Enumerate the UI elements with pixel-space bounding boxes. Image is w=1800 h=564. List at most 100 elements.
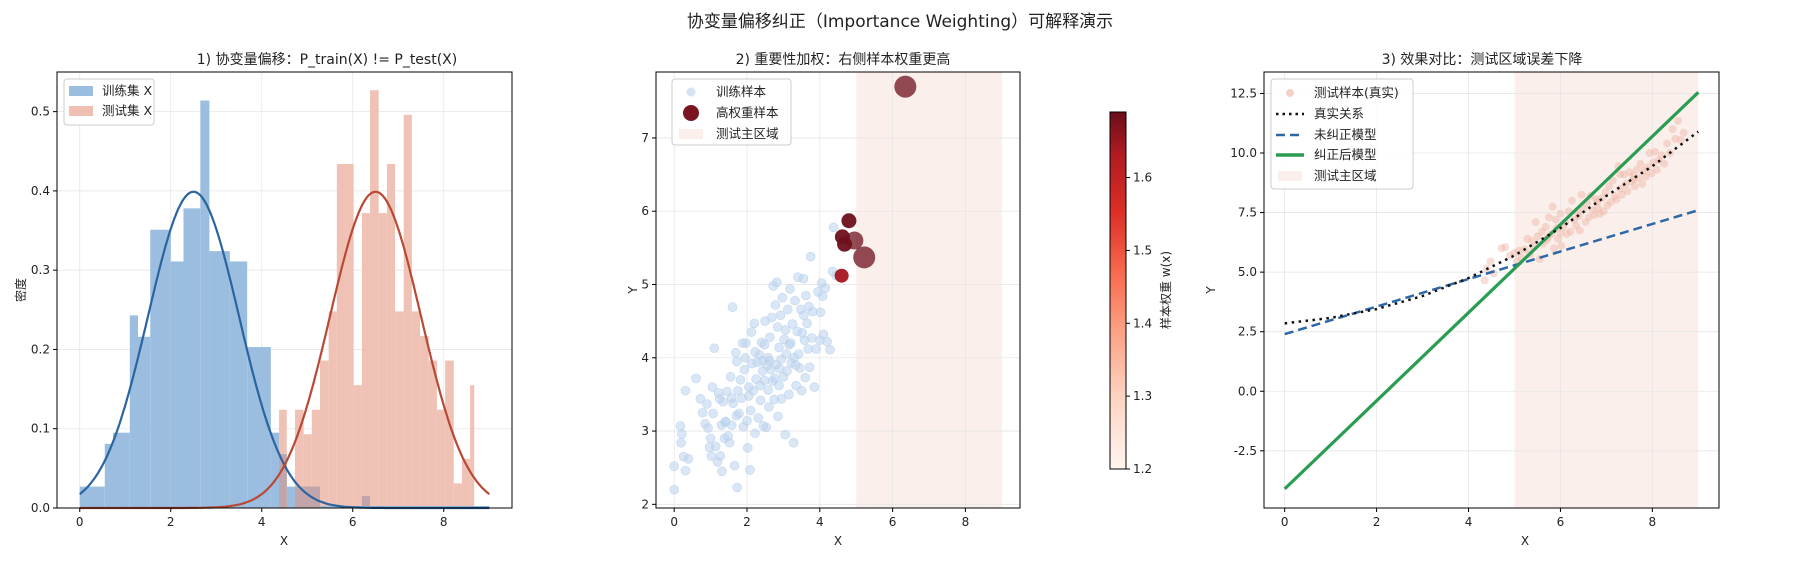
train-sample-point [815,307,826,318]
legend-label-true: 真实关系 [1314,106,1364,121]
y-tick-label: 12.5 [1230,86,1257,100]
train-sample-point [669,461,680,472]
train-sample-point [769,373,780,384]
histogram-bar [200,100,210,509]
train-sample-point [746,327,757,337]
train-sample-point [776,394,787,404]
histogram-bar [229,261,248,508]
train-sample-point [774,342,784,353]
test-sample-point [1572,221,1581,230]
test-region-band [1514,72,1699,508]
train-sample-point [739,364,750,375]
histogram-bar [420,335,429,508]
test-sample-point [1556,228,1565,237]
legend-swatch-test [69,106,93,116]
x-tick-label: 2 [167,515,175,529]
histogram-bar [336,163,346,508]
test-sample-point [1544,213,1553,222]
panel2-train-points [669,222,841,495]
train-sample-point [764,355,775,366]
colorbar-tick-label: 1.3 [1133,389,1152,403]
test-sample-point [1531,218,1540,227]
panel1-title: 1) 协变量偏移：P_train(X) != P_test(X) [197,52,457,68]
train-sample-point [822,336,832,347]
train-sample-point [755,380,765,391]
y-tick-label: 0.3 [31,263,50,277]
y-tick-label: 10.0 [1230,146,1257,160]
train-sample-point [820,283,831,293]
legend-label-uncorrected: 未纠正模型 [1314,127,1377,142]
y-tick-label: 0.0 [31,501,50,515]
test-sample-point [1663,139,1672,148]
test-sample-point [1649,158,1658,167]
histogram-overlap-bar [279,454,287,508]
test-sample-point [1538,227,1547,236]
test-sample-point [1668,125,1677,134]
histogram-bar [453,483,462,508]
y-tick-label: 0.1 [31,422,50,436]
panel3-ylabel: Y [1204,286,1218,295]
train-sample-point [784,339,795,350]
y-tick-label: 4 [641,351,649,365]
high-weight-point [834,268,849,283]
legend-swatch-test-region [1278,171,1302,181]
test-sample-point [1657,151,1666,160]
histogram-bar [445,360,454,508]
train-sample-point [785,284,795,294]
y-tick-label: 0.5 [31,105,50,119]
test-sample-point [1676,135,1685,144]
test-sample-point [1551,215,1560,224]
panel2-legend: 训练样本 高权重样本 测试主区域 [671,78,792,146]
y-tick-label: 5 [641,278,649,292]
x-tick-label: 8 [440,515,448,529]
panel1-ticks: 0 2 4 6 8 0.0 0.1 0.2 0.3 0.4 0.5 [31,105,448,529]
train-sample-point [765,332,775,343]
train-sample-point [773,411,783,422]
histogram-bar [294,409,304,508]
panel1-axes-frame [56,71,513,509]
train-sample-point [715,451,726,461]
histogram-bar [353,385,362,508]
x-tick-label: 8 [962,515,970,529]
train-sample-point [784,389,794,400]
test-sample-point [1581,218,1590,227]
test-sample-point [1652,165,1661,174]
histogram-bar [150,229,171,508]
histogram-bar [311,409,320,508]
legend-label-test-region: 测试主区域 [716,126,779,141]
x-tick-label: 4 [258,515,266,529]
panel2-colorbar: 1.2 1.3 1.4 1.5 1.6 样本权重 w(x) [1109,111,1173,476]
train-sample-point [782,304,793,315]
train-sample-point [793,349,804,359]
test-sample-point [1595,209,1604,218]
colorbar-tick-label: 1.2 [1133,462,1152,476]
legend-label-high-weight: 高权重样本 [716,105,779,120]
train-sample-point [805,251,816,262]
histogram-bar [137,336,151,508]
x-tick-label: 6 [349,515,357,529]
train-sample-point [729,460,740,471]
histogram-bar [378,213,387,508]
histogram-bar [303,434,312,508]
test-sample-point [1510,249,1519,258]
train-sample-point [732,356,742,367]
train-sample-point [775,310,786,321]
train-sample-point [709,343,720,354]
y-tick-label: 7 [641,131,649,145]
train-sample-point [828,222,839,233]
y-tick-label: 0.2 [31,342,50,356]
histogram-bar [319,360,329,508]
train-sample-point [798,273,809,284]
high-weight-point [894,75,917,98]
train-sample-point [717,466,727,477]
train-sample-point [683,454,694,464]
train-sample-point [796,385,807,396]
train-sample-point [780,325,791,335]
legend-marker-train-sample [686,87,696,97]
train-sample-point [695,394,706,404]
train-sample-point [782,366,792,376]
test-sample-point [1541,222,1550,231]
test-sample-point [1603,201,1612,210]
colorbar-tick-label: 1.4 [1133,316,1152,330]
